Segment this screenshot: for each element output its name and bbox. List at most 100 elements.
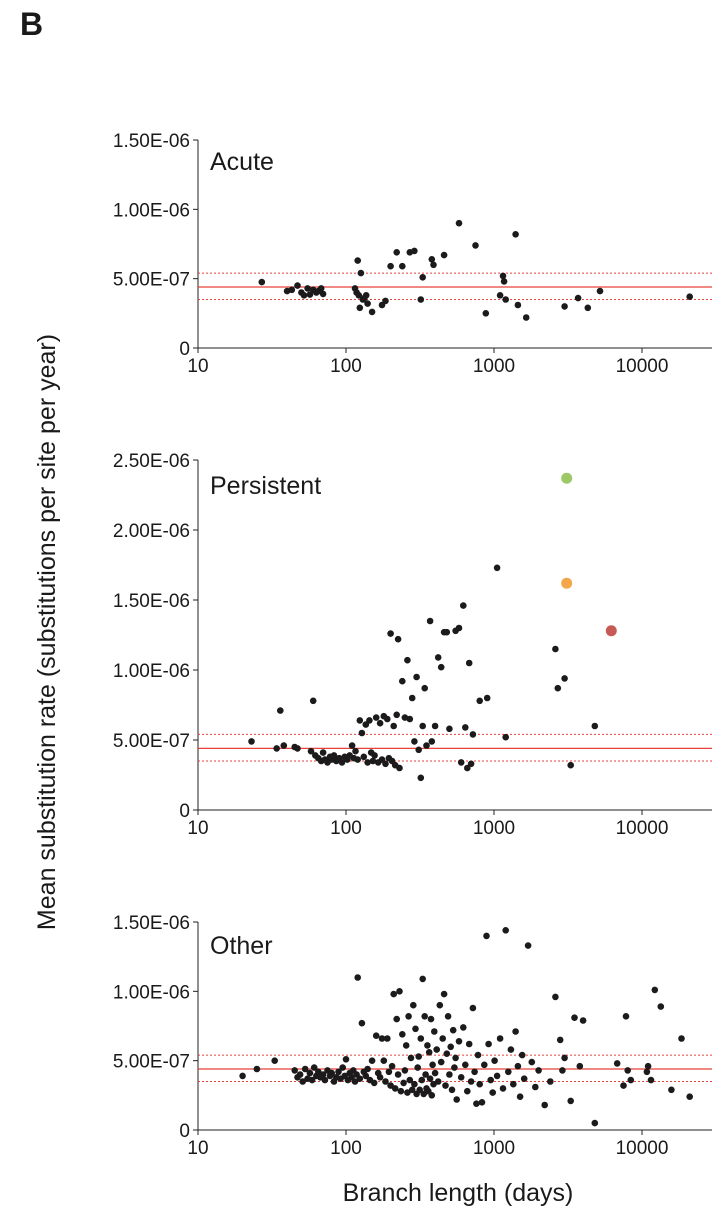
data-point — [439, 1035, 447, 1042]
data-point — [613, 1060, 621, 1067]
data-point — [443, 1050, 451, 1057]
data-point — [406, 715, 414, 723]
data-point — [294, 282, 301, 289]
data-point — [417, 1035, 425, 1042]
y-tick-label: 5.00E-07 — [113, 270, 190, 291]
data-point — [405, 1013, 412, 1020]
data-point — [387, 630, 394, 637]
data-point — [556, 1036, 564, 1044]
data-point — [408, 694, 416, 702]
data-point — [421, 684, 429, 692]
data-point — [446, 1071, 453, 1078]
data-point — [428, 738, 436, 745]
data-point — [437, 1058, 445, 1066]
data-point — [678, 1035, 685, 1042]
data-point — [310, 1064, 318, 1071]
data-point — [455, 1038, 463, 1045]
data-point — [372, 714, 380, 721]
data-point — [429, 1061, 436, 1069]
x-tick-label: 10000 — [616, 356, 669, 377]
data-point — [368, 1057, 376, 1064]
data-point — [384, 1035, 391, 1042]
data-point — [496, 1035, 504, 1042]
data-point — [496, 292, 504, 299]
data-point — [471, 1068, 478, 1076]
data-point — [356, 304, 364, 312]
data-point — [516, 1093, 524, 1100]
data-point — [561, 303, 568, 310]
data-point — [620, 1082, 627, 1089]
data-point — [535, 1067, 542, 1074]
data-point — [453, 1096, 461, 1103]
data-point — [686, 1093, 693, 1100]
data-point — [561, 675, 568, 682]
data-point — [437, 663, 445, 671]
data-point — [335, 1068, 342, 1076]
data-point — [304, 285, 311, 292]
data-point — [239, 1072, 246, 1080]
data-point — [280, 742, 288, 749]
data-point — [391, 1085, 399, 1092]
data-point — [399, 1031, 406, 1038]
data-point — [306, 291, 314, 298]
data-point — [419, 722, 427, 730]
data-point — [561, 1054, 568, 1062]
y-tick-label: 2.00E-06 — [113, 521, 190, 542]
data-point — [382, 1078, 389, 1085]
data-point — [448, 1086, 456, 1094]
data-point — [248, 738, 255, 745]
data-point — [412, 1025, 419, 1033]
data-point — [394, 635, 402, 643]
data-point — [317, 285, 325, 292]
data-point — [397, 1087, 405, 1095]
data-point — [433, 1046, 441, 1053]
data-point — [489, 1089, 497, 1096]
data-point — [368, 308, 376, 316]
data-point — [362, 292, 370, 299]
data-point — [356, 717, 364, 724]
y-tick-label: 0 — [179, 801, 190, 822]
data-point — [428, 255, 436, 263]
data-point — [440, 990, 448, 998]
data-point — [362, 1072, 370, 1080]
data-point — [360, 753, 368, 761]
y-tick-label: 1.00E-06 — [113, 661, 190, 682]
data-point — [364, 300, 371, 307]
data-point — [499, 272, 507, 280]
x-tick-label: 100 — [330, 1138, 362, 1159]
data-point — [423, 742, 430, 749]
data-point — [384, 715, 391, 723]
data-point — [288, 286, 296, 294]
data-point — [393, 1015, 401, 1023]
data-point — [376, 719, 384, 727]
data-point — [567, 1097, 574, 1105]
data-point — [402, 1042, 410, 1049]
data-point — [457, 1074, 465, 1081]
data-point — [476, 1080, 484, 1088]
data-point — [294, 745, 301, 752]
data-point — [440, 251, 448, 259]
x-tick-label: 10000 — [616, 818, 669, 839]
data-point — [301, 1065, 309, 1073]
data-point — [520, 1075, 528, 1082]
data-point — [668, 1086, 675, 1094]
data-point — [393, 249, 401, 256]
data-point — [686, 293, 693, 301]
data-point — [315, 1068, 322, 1076]
data-point — [507, 1046, 515, 1053]
data-point — [306, 1069, 314, 1077]
highlighted-point-orange — [561, 577, 573, 589]
data-point — [514, 301, 522, 309]
data-point — [472, 242, 479, 249]
data-point — [651, 986, 659, 994]
data-point — [354, 974, 362, 981]
data-point — [554, 684, 562, 692]
data-point — [532, 1083, 539, 1091]
data-point — [455, 624, 463, 632]
data-point — [308, 1076, 316, 1084]
x-tick-label: 10 — [187, 1138, 208, 1159]
data-point — [419, 274, 427, 281]
data-point — [421, 1013, 429, 1020]
data-point — [483, 932, 490, 940]
data-point — [552, 645, 559, 653]
